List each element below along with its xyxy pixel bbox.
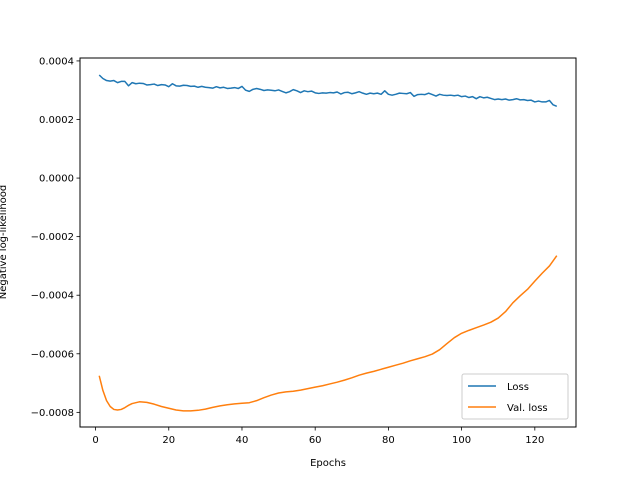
legend-label-loss: Loss bbox=[507, 382, 529, 393]
x-tick-label: 100 bbox=[452, 435, 471, 446]
y-tick-label: −0.0006 bbox=[31, 349, 74, 360]
x-tick-label: 80 bbox=[382, 435, 395, 446]
series-line-val-loss bbox=[98, 255, 558, 412]
legend-label-val-loss: Val. loss bbox=[507, 403, 548, 414]
x-axis-label: Epochs bbox=[310, 458, 346, 469]
series-layer bbox=[98, 74, 558, 412]
series-line-loss bbox=[98, 74, 558, 108]
y-tick-label: 0.0000 bbox=[39, 174, 74, 185]
x-tick-label: 120 bbox=[525, 435, 544, 446]
legend: Loss Val. loss bbox=[461, 373, 569, 420]
y-tick-label: 0.0004 bbox=[39, 56, 74, 67]
y-tick-label: −0.0002 bbox=[31, 232, 74, 243]
plot-area bbox=[80, 58, 576, 427]
axes-background bbox=[80, 58, 576, 427]
x-axis: 0 20 40 60 80 100 120 bbox=[92, 427, 544, 446]
y-axis: 0.0004 0.0002 0.0000 −0.0002 −0.0004 −0.0006 −… bbox=[31, 56, 80, 419]
x-tick-label: 20 bbox=[162, 435, 175, 446]
y-tick-label: −0.0008 bbox=[31, 408, 74, 419]
y-tick-label: −0.0004 bbox=[31, 291, 74, 302]
x-tick-label: 60 bbox=[309, 435, 322, 446]
x-tick-label: 0 bbox=[92, 435, 98, 446]
axes-frame bbox=[79, 57, 577, 428]
y-tick-label: 0.0002 bbox=[39, 115, 74, 126]
y-axis-label: Negative log-likelihood bbox=[0, 185, 9, 300]
x-tick-label: 40 bbox=[236, 435, 249, 446]
